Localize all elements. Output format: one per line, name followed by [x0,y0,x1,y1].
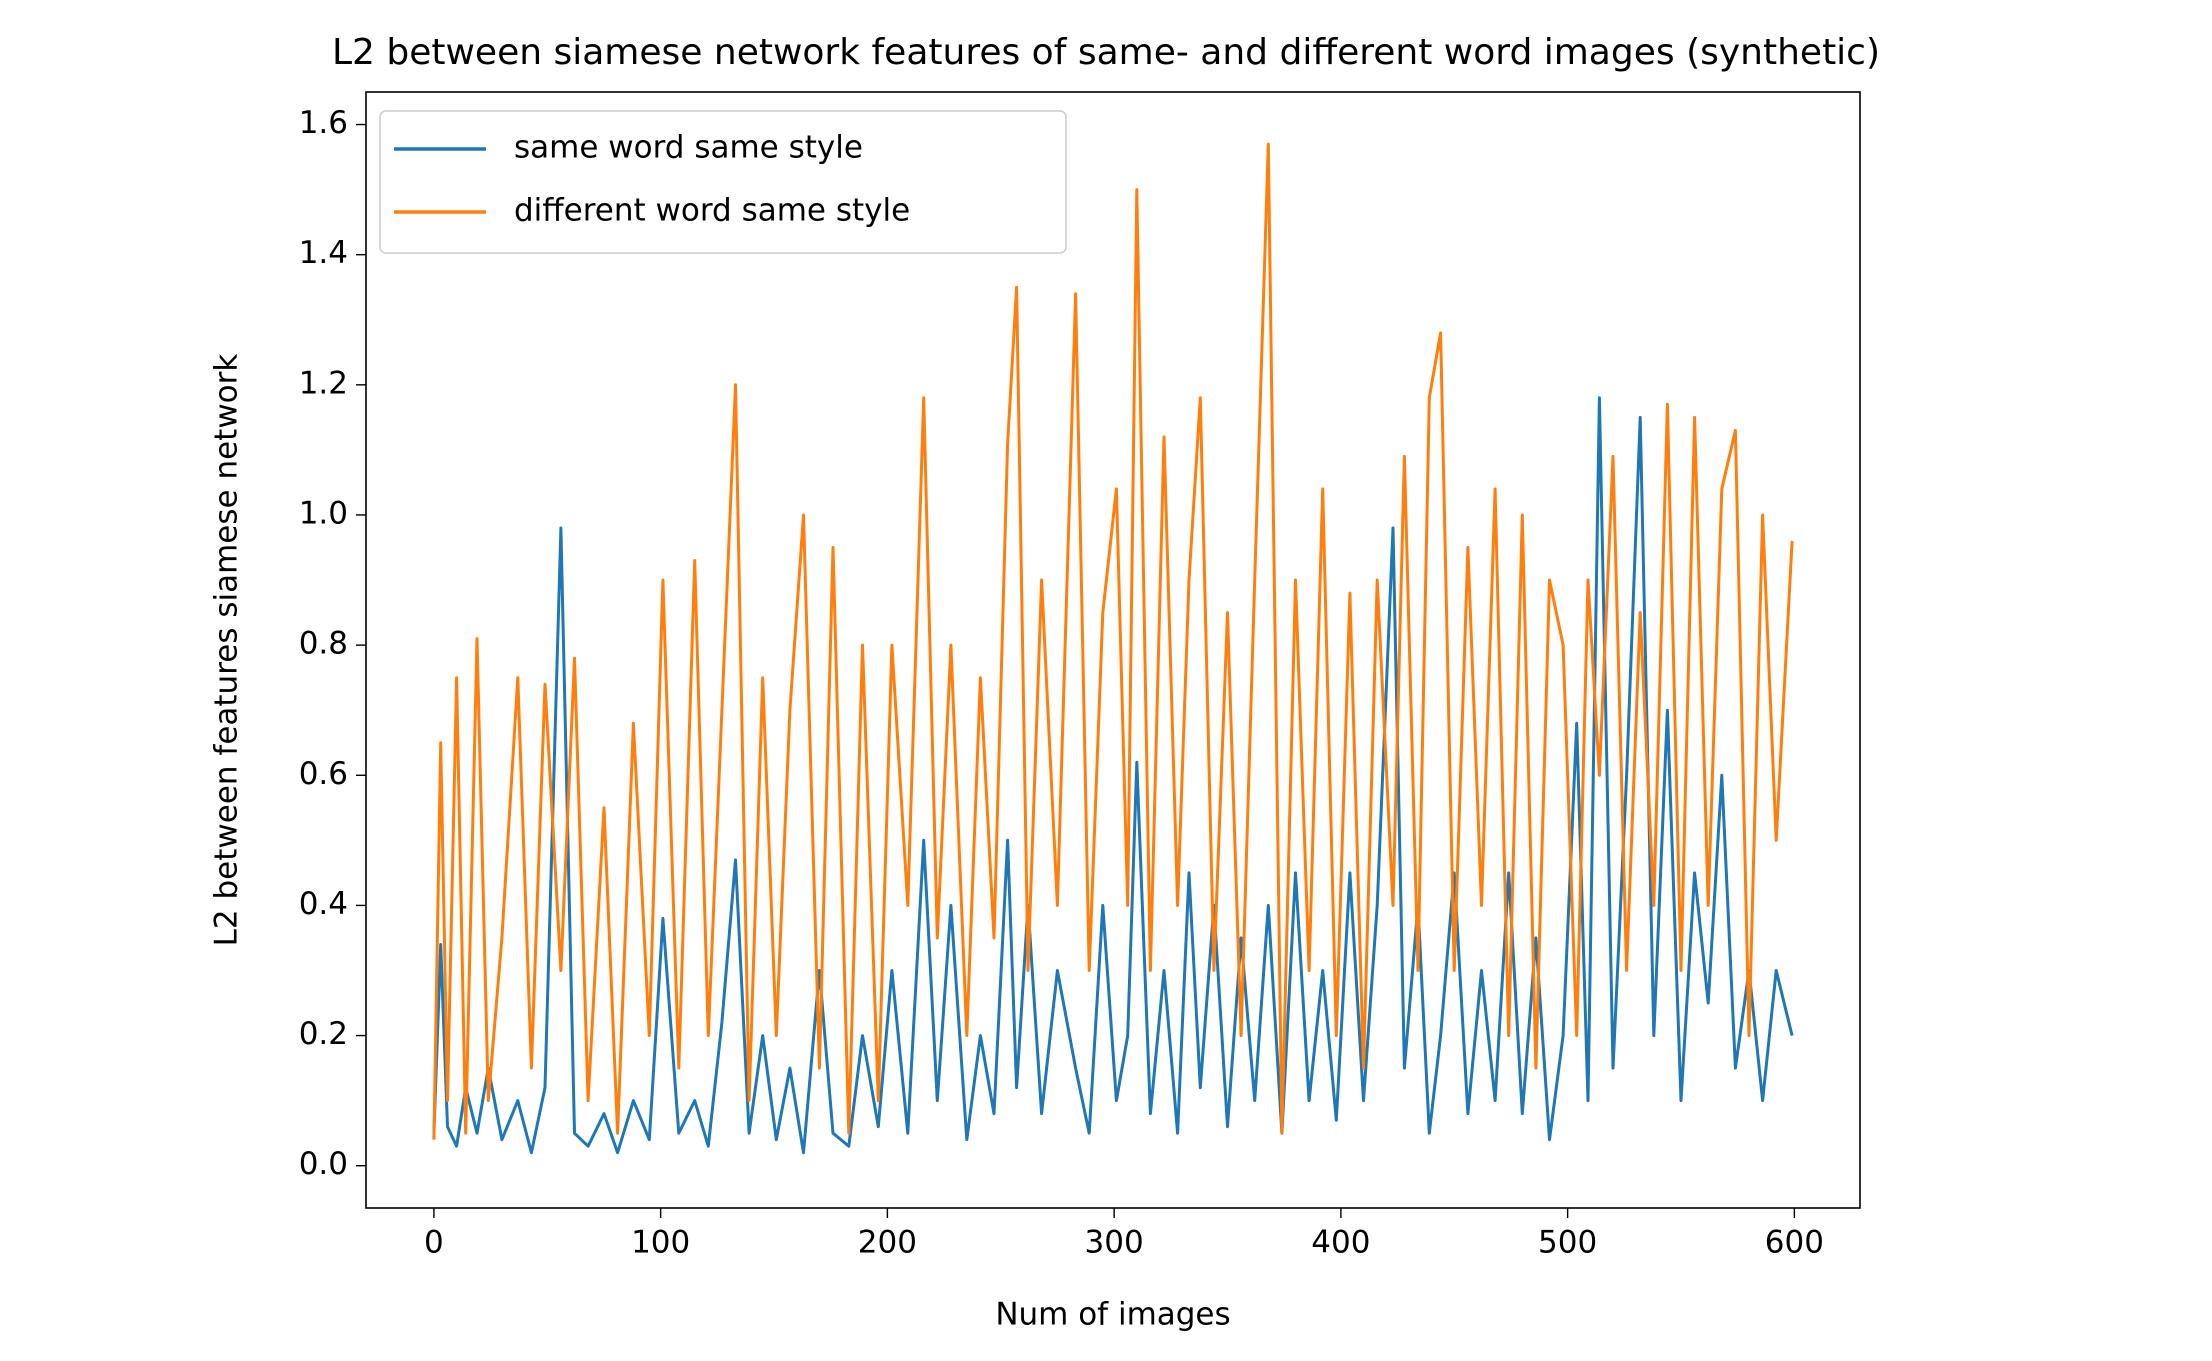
data-line [432,396,1794,1155]
plot-frame [365,91,1861,1209]
x-tick-label: 400 [1311,1225,1370,1261]
y-tick-label: 1.4 [299,235,348,271]
x-tick-label: 0 [424,1225,444,1261]
y-tick-label: 1.2 [299,365,348,401]
y-tick-label: 0.8 [299,626,348,662]
y-tick-label: 1.0 [299,495,348,531]
x-axis-label: Num of images [995,1297,1230,1333]
x-tick-label: 300 [1085,1225,1144,1261]
legend-box [379,110,1067,254]
x-tick-label: 600 [1765,1225,1824,1261]
data-line [432,142,1794,1140]
y-tick-label: 0.4 [299,886,348,922]
y-tick-label: 0.6 [299,756,348,792]
x-tick-label: 200 [858,1225,917,1261]
y-tick-label: 1.6 [299,105,348,141]
legend-label: different word same style [514,193,910,229]
y-tick-label: 0.2 [299,1016,348,1052]
legend-label: same word same style [514,130,863,166]
chart-title: L2 between siamese network features of s… [332,32,1880,73]
x-tick-label: 100 [631,1225,690,1261]
y-axis-label: L2 between features siamese network [209,354,245,947]
y-tick-label: 0.0 [299,1146,348,1182]
x-tick-label: 500 [1538,1225,1597,1261]
